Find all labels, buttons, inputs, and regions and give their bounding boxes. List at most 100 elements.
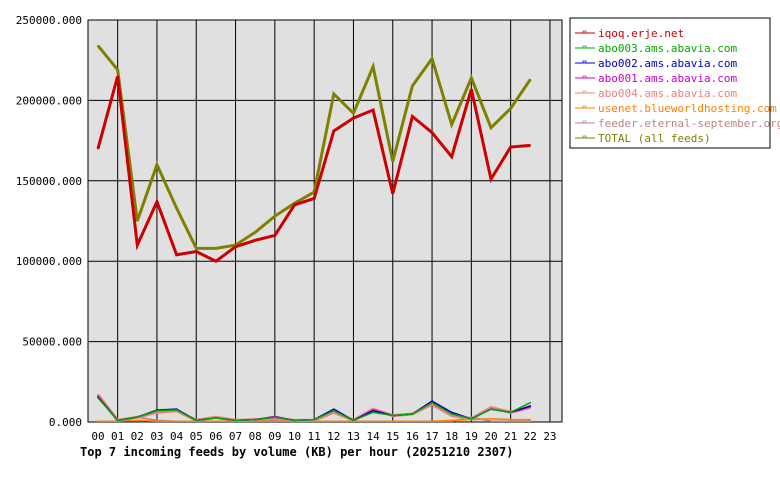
- data-point: [431, 401, 433, 404]
- x-tick-label: 08: [249, 430, 262, 443]
- data-point: [372, 65, 374, 68]
- data-point: [333, 409, 335, 412]
- x-tick-label: 12: [327, 430, 340, 443]
- data-point: [156, 411, 158, 414]
- data-point: [215, 247, 217, 250]
- data-point: [450, 414, 453, 417]
- legend-marker: [582, 30, 587, 34]
- data-point: [509, 411, 512, 414]
- data-point: [490, 126, 492, 129]
- data-point: [431, 403, 433, 406]
- x-tick-label: 19: [465, 430, 478, 443]
- legend-marker: [582, 90, 587, 94]
- x-tick-label: 10: [288, 430, 301, 443]
- legend-marker: [582, 60, 587, 64]
- data-point: [156, 420, 158, 422]
- data-point: [136, 244, 139, 246]
- data-point: [411, 85, 414, 87]
- data-point: [490, 406, 492, 409]
- data-point: [215, 260, 217, 263]
- plot-area: [87, 19, 563, 423]
- data-point: [490, 417, 492, 420]
- data-point: [372, 109, 374, 111]
- data-point: [116, 75, 119, 78]
- data-point: [509, 107, 512, 110]
- legend-label: usenet.blueworldhosting.com: [598, 102, 777, 115]
- data-point: [529, 418, 532, 421]
- legend-label: abo003.ams.abavia.com: [598, 42, 737, 55]
- legend-marker: [582, 120, 587, 124]
- x-tick-label: 03: [150, 430, 163, 443]
- data-point: [450, 419, 453, 422]
- data-point: [352, 419, 355, 422]
- x-tick-label: 18: [445, 430, 458, 443]
- data-point: [254, 418, 256, 421]
- data-point: [254, 231, 256, 234]
- legend-label: TOTAL (all feeds): [598, 132, 711, 145]
- data-point: [97, 393, 99, 396]
- data-point: [470, 417, 473, 420]
- data-point: [234, 245, 237, 248]
- x-tick-label: 20: [484, 430, 497, 443]
- data-point: [391, 420, 394, 422]
- data-point: [431, 400, 433, 402]
- data-point: [97, 147, 99, 150]
- y-tick-label: 50000.000: [22, 336, 82, 349]
- legend-label: feeder.eternal-september.org: [598, 117, 780, 130]
- data-point: [274, 416, 276, 418]
- data-point: [450, 123, 453, 126]
- data-point: [175, 420, 178, 422]
- x-tick-label: 06: [209, 430, 222, 443]
- data-point: [136, 416, 139, 418]
- legend-label: abo004.ams.abavia.com: [598, 87, 737, 100]
- x-tick-label: 01: [111, 430, 124, 443]
- x-tick-label: 23: [543, 430, 556, 443]
- data-point: [156, 200, 158, 203]
- y-tick-label: 250000.000: [16, 14, 82, 27]
- data-point: [352, 112, 355, 115]
- x-tick-label: 17: [425, 430, 438, 443]
- data-point: [411, 115, 414, 118]
- data-point: [215, 417, 217, 419]
- data-point: [274, 215, 276, 217]
- data-point: [470, 77, 473, 79]
- x-tick-label: 13: [347, 430, 360, 443]
- legend-label: iqoq.erje.net: [598, 27, 684, 40]
- data-point: [529, 420, 532, 422]
- data-point: [372, 420, 374, 422]
- data-point: [431, 57, 433, 60]
- data-point: [274, 420, 276, 422]
- y-tick-label: 200000.000: [16, 94, 82, 107]
- data-point: [97, 44, 99, 47]
- data-point: [274, 234, 276, 237]
- x-tick-label: 22: [524, 430, 537, 443]
- data-point: [293, 204, 296, 206]
- data-point: [97, 397, 99, 399]
- x-tick-label: 21: [504, 430, 517, 443]
- data-point: [293, 419, 296, 422]
- data-point: [411, 420, 414, 422]
- x-tick-label: 02: [131, 430, 144, 443]
- x-tick-label: 15: [386, 430, 399, 443]
- data-point: [175, 207, 178, 209]
- data-point: [116, 69, 119, 71]
- y-tick-label: 0.000: [49, 416, 82, 429]
- data-point: [175, 253, 178, 256]
- legend-marker: [582, 45, 587, 49]
- data-point: [391, 192, 394, 195]
- data-point: [529, 405, 532, 407]
- data-point: [333, 420, 335, 422]
- legend-marker: [582, 105, 587, 109]
- data-point: [195, 250, 198, 253]
- y-tick-label: 150000.000: [16, 175, 82, 188]
- legend-marker: [582, 75, 587, 79]
- data-point: [313, 418, 315, 421]
- data-point: [116, 419, 119, 422]
- data-point: [195, 419, 198, 422]
- data-point: [490, 178, 492, 180]
- data-point: [490, 420, 492, 422]
- data-point: [529, 144, 532, 147]
- data-point: [431, 131, 433, 134]
- data-point: [156, 409, 158, 412]
